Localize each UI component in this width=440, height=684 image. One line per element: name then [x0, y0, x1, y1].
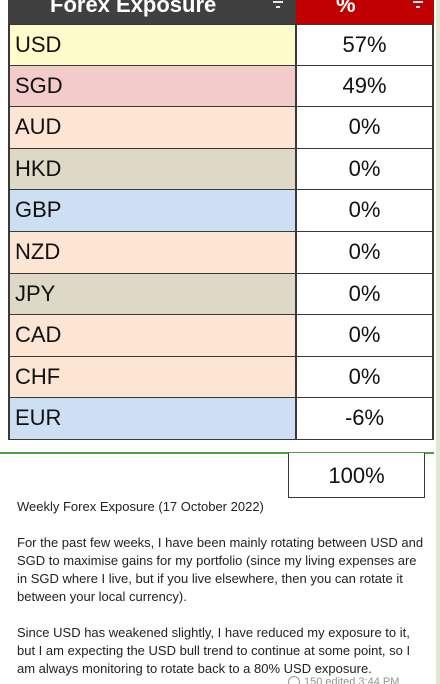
table-row: JPY 0% [10, 273, 434, 316]
currency-cell: CAD [10, 315, 297, 356]
header-percent: % [296, 0, 434, 24]
message-text: Weekly Forex Exposure (17 October 2022) … [17, 498, 425, 684]
total-cell: 100% [288, 453, 425, 498]
percent-cell: 0% [297, 315, 434, 356]
currency-cell: GBP [10, 190, 297, 231]
percent-cell: 0% [297, 107, 434, 148]
currency-cell: AUD [10, 107, 297, 148]
views-eye-icon [288, 676, 300, 684]
table-row: USD 57% [10, 24, 434, 66]
table-row: AUD 0% [10, 107, 434, 149]
percent-cell: -6% [297, 398, 434, 439]
table-body: USD 57% SGD 49% AUD 0% HKD 0% GBP 0% NZD 0% JPY 0% CAD… [8, 24, 434, 440]
percent-cell: 0% [297, 148, 434, 190]
currency-cell: EUR [10, 398, 297, 439]
views-edited-time: 150 edited 3:44 PM [304, 676, 400, 684]
percent-cell: 0% [297, 231, 434, 273]
table-row: SGD 49% [10, 65, 434, 108]
table-row: HKD 0% [10, 148, 434, 191]
message-paragraph: Since USD has weakened slightly, I have … [17, 625, 411, 676]
currency-cell: JPY [10, 273, 297, 315]
message-meta: 150 edited 3:44 PM [288, 676, 399, 684]
currency-cell: CHF [10, 356, 297, 398]
filter-icon [410, 0, 426, 10]
table-row: EUR -6% [10, 398, 434, 440]
message-title: Weekly Forex Exposure (17 October 2022) [17, 499, 264, 514]
table-row: NZD 0% [10, 231, 434, 274]
filter-icon [270, 0, 286, 10]
header-currency-label: Forex Exposure [50, 0, 217, 17]
percent-cell: 0% [297, 273, 434, 315]
divider [0, 452, 434, 454]
currency-cell: SGD [10, 65, 297, 107]
percent-cell: 0% [297, 190, 434, 231]
header-percent-label: % [336, 0, 356, 17]
table-row: GBP 0% [10, 190, 434, 232]
table-row: CHF 0% [10, 356, 434, 399]
percent-cell: 57% [297, 25, 434, 65]
currency-cell: HKD [10, 148, 297, 190]
message-paragraph: For the past few weeks, I have been main… [17, 535, 424, 604]
table-row: CAD 0% [10, 315, 434, 357]
percent-cell: 0% [297, 356, 434, 398]
currency-cell: NZD [10, 231, 297, 273]
header-currency: Forex Exposure [8, 0, 296, 24]
percent-cell: 49% [297, 65, 434, 107]
currency-cell: USD [10, 25, 297, 65]
